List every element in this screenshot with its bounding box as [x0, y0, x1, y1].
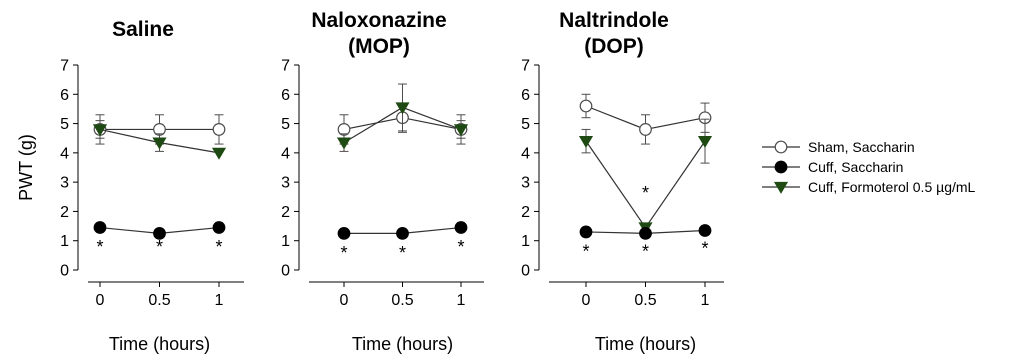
- y-tick-label: 5: [521, 116, 530, 133]
- data-point: [395, 102, 410, 115]
- x-tick-label: 1: [215, 292, 224, 309]
- data-point: [697, 135, 713, 149]
- data-point: [336, 137, 352, 150]
- chart-panels: Saline 0 1 2 3 4 5 6 7 0 0.5 1 Time (hours) PWT (g) * *…: [16, 9, 724, 354]
- series-cuff-sacch: [337, 221, 468, 240]
- legend-entry-sham: Sham, Saccharin: [762, 139, 915, 155]
- y-tick-label: 1: [281, 233, 290, 250]
- significance-marker: *: [96, 237, 103, 257]
- chart-panel-3: Naltrindole (DOP) 0 1 2 3 4 5 6 7 0 0.5 1 Time (hours…: [521, 9, 724, 354]
- y-tick-label: 5: [60, 116, 69, 133]
- y-tick-label: 2: [521, 204, 530, 221]
- significance-marker: *: [701, 239, 708, 259]
- data-point: [212, 221, 226, 234]
- x-tick-label: 0: [340, 292, 349, 309]
- data-point: [152, 137, 167, 150]
- y-tick-label: 3: [521, 175, 530, 192]
- legend: Sham, Saccharin Cuff, Saccharin Cuff, Form…: [762, 139, 976, 195]
- y-tick-label: 4: [281, 145, 290, 162]
- chart-panel-2: Naloxonazine (MOP) 0 1 2 3 4 5 6 7 0 0.5 1 Time (hour…: [281, 9, 484, 354]
- data-point: [92, 124, 108, 137]
- legend-entry-cuff-sacch: Cuff, Saccharin: [762, 159, 903, 175]
- x-axis-label: Time (hours): [352, 334, 453, 354]
- chart-title: (MOP): [348, 35, 410, 58]
- x-tick-label: 0.5: [391, 292, 413, 309]
- data-point: [337, 226, 351, 240]
- y-tick-label: 4: [521, 145, 530, 162]
- significance-marker: *: [215, 237, 222, 257]
- x-tick-label: 0: [582, 292, 591, 309]
- y-tick-label: 7: [60, 58, 69, 75]
- series-cuff-sacch: [93, 221, 226, 240]
- y-axis-label: PWT (g): [16, 134, 36, 201]
- x-tick-label: 0: [96, 292, 105, 309]
- significance-marker: *: [582, 242, 589, 262]
- x-tick-label: 1: [701, 292, 710, 309]
- data-point: [212, 123, 226, 136]
- significance-marker: *: [457, 237, 464, 257]
- data-point: [639, 226, 652, 240]
- significance-marker: *: [642, 242, 649, 262]
- x-tick-label: 0.5: [148, 292, 170, 309]
- data-point: [698, 224, 712, 237]
- data-point: [93, 221, 107, 234]
- y-tick-label: 3: [281, 175, 290, 192]
- significance-marker: *: [156, 237, 163, 257]
- chart-title: Saline: [112, 18, 174, 41]
- y-tick-label: 7: [521, 58, 530, 75]
- y-tick-label: 4: [60, 145, 69, 162]
- legend-label: Cuff, Formoterol 0.5 µg/mL: [808, 179, 976, 195]
- y-tick-label: 0: [521, 263, 530, 280]
- chart-title: Naloxonazine: [311, 9, 446, 32]
- data-point: [579, 99, 593, 113]
- data-point: [453, 124, 469, 137]
- y-tick-label: 2: [281, 204, 290, 221]
- y-tick-label: 0: [281, 263, 290, 280]
- x-tick-label: 1: [457, 292, 466, 309]
- legend-marker: [774, 140, 788, 154]
- legend-label: Cuff, Saccharin: [808, 159, 903, 175]
- chart-panel-1: Saline 0 1 2 3 4 5 6 7 0 0.5 1 Time (hours) PWT (g) * *…: [16, 18, 244, 354]
- series-sham: [579, 93, 712, 145]
- y-tick-label: 6: [521, 87, 530, 104]
- data-point: [578, 135, 594, 149]
- x-axis-label: Time (hours): [595, 334, 696, 354]
- legend-entry-formoterol: Cuff, Formoterol 0.5 µg/mL: [762, 179, 976, 195]
- data-point: [211, 147, 227, 160]
- significance-marker: *: [399, 243, 406, 263]
- y-tick-label: 7: [281, 58, 290, 75]
- data-point: [579, 225, 593, 239]
- x-tick-label: 0.5: [634, 292, 656, 309]
- data-point: [396, 226, 409, 240]
- series-formoterol: [336, 83, 469, 152]
- chart-title: Naltrindole: [559, 9, 669, 32]
- data-point: [454, 221, 468, 234]
- series-cuff-sacch: [579, 224, 712, 240]
- data-point: [639, 123, 652, 136]
- y-tick-label: 0: [60, 263, 69, 280]
- significance-marker: *: [642, 183, 649, 203]
- y-tick-label: 5: [281, 116, 290, 133]
- legend-marker: [774, 160, 788, 174]
- series-formoterol: [92, 120, 227, 160]
- y-tick-label: 3: [60, 175, 69, 192]
- x-axis-label: Time (hours): [109, 334, 210, 354]
- y-tick-label: 1: [521, 233, 530, 250]
- legend-marker: [773, 181, 789, 194]
- data-point: [153, 226, 166, 240]
- y-tick-label: 6: [60, 87, 69, 104]
- y-tick-label: 6: [281, 87, 290, 104]
- chart-title: (DOP): [584, 35, 644, 58]
- legend-label: Sham, Saccharin: [808, 139, 915, 155]
- y-tick-label: 2: [60, 204, 69, 221]
- significance-marker: *: [340, 243, 347, 263]
- y-tick-label: 1: [60, 233, 69, 250]
